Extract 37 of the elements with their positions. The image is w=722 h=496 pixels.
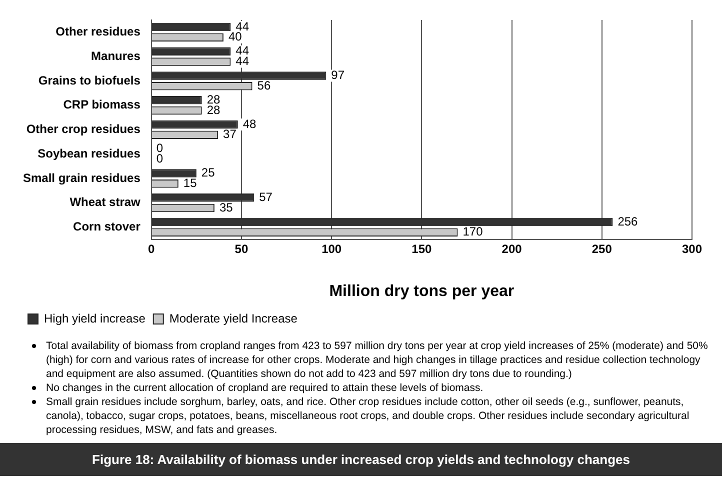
y-tick-label: Other crop residues [26, 122, 141, 136]
data-label: 44 [236, 19, 250, 34]
x-tick-label: 100 [322, 242, 342, 256]
legend-label: Moderate yield Increase [169, 311, 298, 326]
data-label: 57 [259, 190, 273, 204]
x-tick-label: 300 [682, 242, 702, 256]
data-label: 56 [257, 78, 271, 92]
x-tick-label: 200 [502, 242, 522, 256]
x-tick-label: 250 [592, 242, 612, 256]
data-label: 44 [236, 54, 250, 68]
y-tick-label: Manures [91, 48, 141, 63]
data-label: 48 [242, 116, 257, 131]
text: Figure 18: Availability of biomass under increased crop yields and technology changes [0, 443, 722, 476]
data-label: 44 [236, 44, 250, 58]
legend-label: High yield increase [44, 311, 146, 326]
x-axis-title: Million dry tons per year [329, 282, 514, 300]
text: Small grain residues include sorghum, barley, oats, and rice. Other crop residues include cotton, other oil seeds (e.g., sunflower, peanuts, canola), tobacco, sugar crops, potatoes, beans, miscellaneous root crops, and double crops. Other residues include secondary agricultural processing residues, MSW, and fats and greases. [46, 395, 690, 437]
text: Total availability of biomass from cropland ranges from 423 to 597 million dry tons per year at crop yield increases of 25% (moderate) and 50% (high) for corn and various rates of increase for other crops. Moderate and high changes in tillage practices and residue collection technology and equipment are also assumed. (Quantities shown do not add to 423 and 597 million dry tons due to rounding.) [46, 339, 709, 381]
y-tick-label: Grains to biofuels [38, 73, 141, 88]
data-label: 25 [201, 166, 216, 180]
y-tick-label: Corn stover [73, 220, 141, 234]
y-tick-label: Other residues [56, 24, 141, 38]
y-tick-label: Small grain residues [22, 170, 141, 185]
x-tick-label: 150 [412, 242, 432, 256]
text: No changes in the current allocation of cropland are required to attain these levels of biomass. [46, 381, 484, 395]
x-tick-label: 50 [234, 242, 248, 256]
data-label: 170 [462, 224, 484, 239]
data-label: 15 [183, 176, 198, 190]
data-label: 256 [618, 214, 638, 228]
data-label: 97 [331, 68, 345, 82]
data-label: 40 [228, 30, 242, 44]
data-label: 35 [219, 200, 234, 214]
y-tick-label: Soybean residues [38, 146, 141, 160]
y-tick-label: CRP biomass [63, 98, 141, 112]
data-label: 37 [223, 127, 237, 142]
x-tick-label: 0 [148, 242, 156, 256]
y-tick-label: Wheat straw [70, 195, 142, 210]
